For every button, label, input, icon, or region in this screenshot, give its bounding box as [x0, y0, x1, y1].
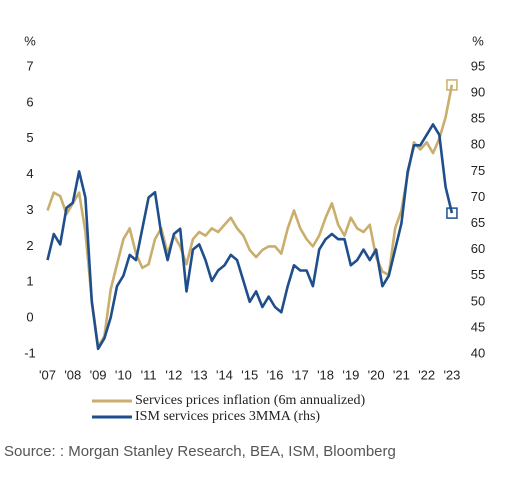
legend-label: ISM services prices 3MMA (rhs) — [135, 409, 320, 424]
series-line — [46, 123, 454, 351]
x-tick-label: '15 — [241, 367, 258, 382]
y2-tick-label: 70 — [471, 189, 485, 204]
y2-tick-label: 60 — [471, 241, 485, 256]
y-tick-label: -1 — [24, 345, 36, 360]
y2-tick-label: 55 — [471, 267, 485, 282]
y2-tick-label: 85 — [471, 111, 485, 126]
y-axis-label: % — [24, 33, 36, 48]
x-tick-label: '09 — [90, 367, 107, 382]
x-tick-label: '17 — [292, 367, 309, 382]
y-tick-label: 4 — [26, 166, 33, 181]
x-tick-label: '22 — [418, 367, 435, 382]
y-tick-label: 7 — [26, 58, 33, 73]
y2-tick-label: 50 — [471, 293, 485, 308]
x-tick-label: '21 — [393, 367, 410, 382]
x-tick-label: '14 — [216, 367, 233, 382]
series-line — [46, 84, 454, 349]
x-tick-label: '07 — [39, 367, 56, 382]
x-tick-label: '10 — [115, 367, 132, 382]
end-marker — [446, 207, 458, 219]
y2-tick-label: 75 — [471, 163, 485, 178]
y2-tick-label: 90 — [471, 85, 485, 100]
y2-tick-label: 80 — [471, 137, 485, 152]
y-tick-label: 0 — [26, 310, 33, 325]
y2-tick-label: 65 — [471, 215, 485, 230]
y-tick-label: 1 — [26, 274, 33, 289]
y2-tick-label: 40 — [471, 345, 485, 360]
y-tick-label: 2 — [26, 238, 33, 253]
y-tick-label: 6 — [26, 94, 33, 109]
x-tick-label: '08 — [64, 367, 81, 382]
y2-tick-label: 45 — [471, 319, 485, 334]
x-tick-label: '19 — [342, 367, 359, 382]
x-tick-label: '12 — [165, 367, 182, 382]
y2-tick-label: 95 — [471, 58, 485, 73]
end-marker — [446, 79, 458, 91]
x-tick-label: '23 — [443, 367, 460, 382]
y-tick-label: 3 — [26, 202, 33, 217]
source: Source: : Morgan Stanley Research, BEA, … — [4, 443, 396, 460]
x-tick-label: '13 — [191, 367, 208, 382]
legend-label: Services prices inflation (6m annualized… — [135, 393, 365, 408]
x-tick-label: '18 — [317, 367, 334, 382]
x-tick-label: '11 — [141, 367, 157, 382]
x-tick-label: '20 — [368, 367, 385, 382]
y-tick-label: 5 — [26, 130, 33, 145]
y2-axis-label: % — [472, 33, 484, 48]
x-tick-label: '16 — [267, 367, 284, 382]
